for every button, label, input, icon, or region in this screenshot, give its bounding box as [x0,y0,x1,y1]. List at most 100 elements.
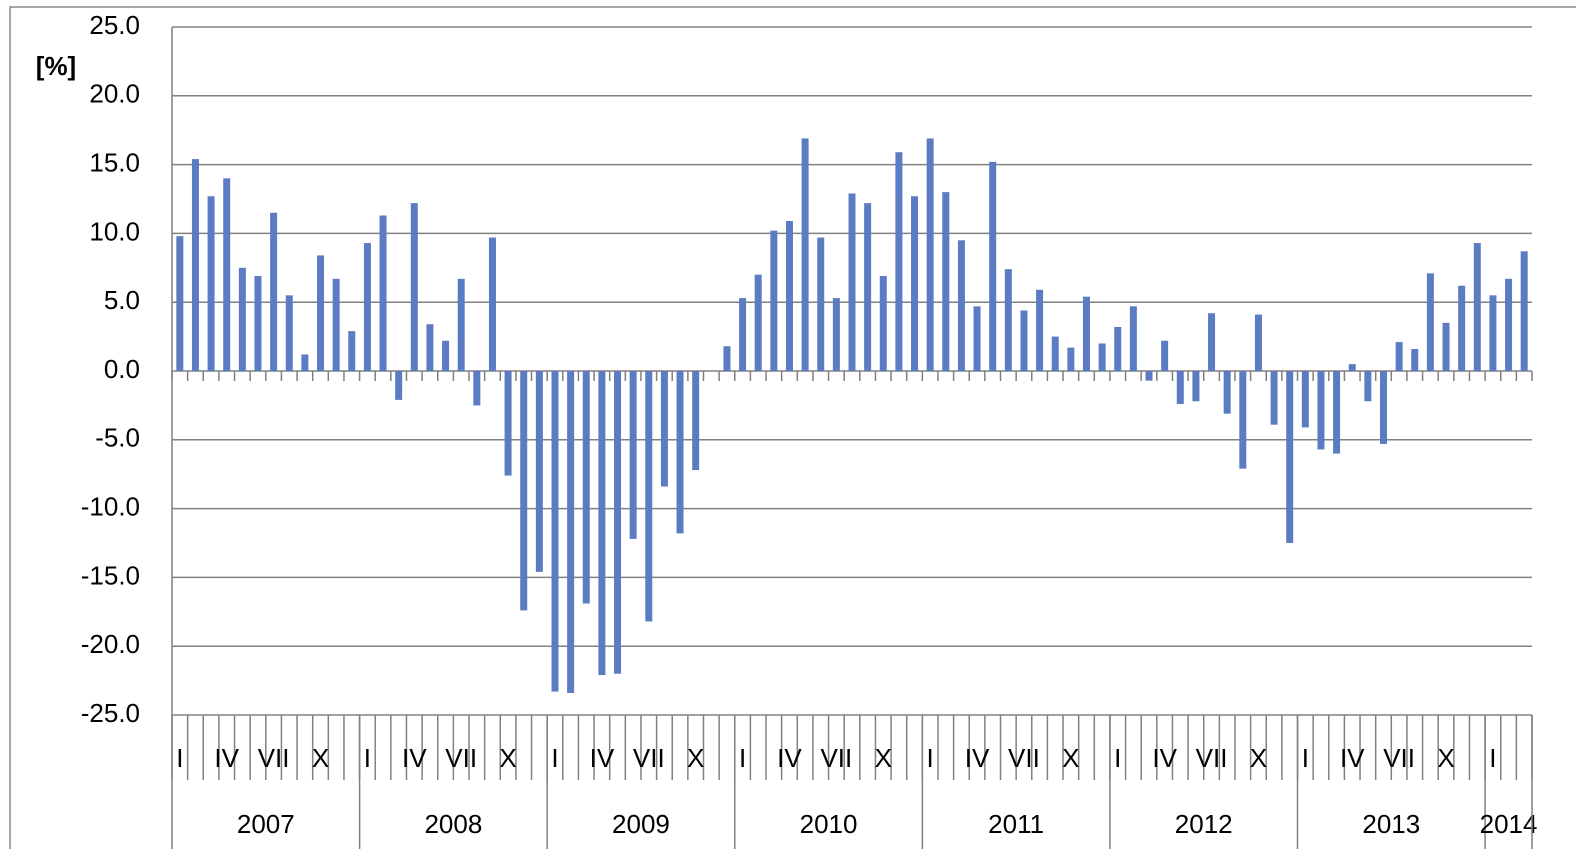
x-tick-label: X [1062,743,1079,773]
bar [770,230,778,371]
bar [567,371,575,693]
bar [801,138,809,371]
bar [551,371,559,692]
bar [785,221,793,371]
bar [926,138,934,371]
bar [1333,371,1341,454]
x-tick-label: VII [633,743,665,773]
bar [754,274,762,371]
y-tick-label: 10.0 [89,216,140,246]
bar [1395,342,1403,371]
x-tick-label: VII [1383,743,1415,773]
y-tick-label: -20.0 [81,629,140,659]
y-tick-label: -10.0 [81,491,140,521]
bar [645,371,653,622]
bar [1317,371,1325,450]
bar [895,152,903,371]
bar [332,278,340,371]
x-tick-label: I [364,743,371,773]
x-tick-label: X [312,743,329,773]
bar [1270,371,1278,425]
bar [1348,364,1356,371]
chart-frame [9,6,1576,849]
x-tick-label: IV [777,743,802,773]
x-tick-label: IV [965,743,990,773]
x-tick-label: I [1114,743,1121,773]
bar [864,203,872,371]
x-tick-label: X [1437,743,1454,773]
y-tick-label: -5.0 [95,423,140,453]
bar [1254,314,1262,371]
year-label: 2009 [612,809,670,839]
bar [348,331,356,371]
year-label: 2012 [1175,809,1233,839]
bar [363,243,371,371]
x-tick-label: X [687,743,704,773]
y-tick-label: 5.0 [104,285,140,315]
bar [1458,285,1466,371]
bar [223,178,231,371]
bar [473,371,481,406]
x-tick-label: I [551,743,558,773]
bar [535,371,543,572]
bar [1301,371,1309,428]
y-axis-label: [%] [36,51,76,81]
bar [1082,296,1090,371]
x-tick-label: VII [820,743,852,773]
x-tick-label: I [176,743,183,773]
x-tick-label: IV [402,743,427,773]
bar [254,276,262,371]
bar [1411,348,1419,371]
year-label: 2007 [237,809,295,839]
bar [395,371,403,400]
bar [1442,322,1450,371]
bar [1067,347,1075,371]
bar [1129,306,1137,371]
x-tick-label: I [1489,743,1496,773]
bar [989,161,997,371]
bar [692,371,700,471]
bar [832,298,840,371]
bar [410,203,418,371]
x-tick-label: X [875,743,892,773]
bar [1192,371,1200,402]
bar [1489,295,1497,371]
bar [1004,269,1012,371]
bar [504,371,512,476]
bar [957,240,965,371]
bar [379,215,387,371]
bar [1161,340,1169,371]
bar [488,237,496,371]
bar [457,278,465,371]
x-tick-label: I [927,743,934,773]
bar [1145,371,1153,381]
bar [1505,278,1513,371]
bar [176,236,184,371]
bar [848,193,856,371]
bar [614,371,622,674]
y-tick-label: 25.0 [89,10,140,40]
bar [301,354,309,371]
bar [973,306,981,371]
x-tick-label: VII [258,743,290,773]
bar [739,298,747,371]
year-label: 2008 [424,809,482,839]
bar [426,324,434,371]
bar [1020,310,1028,371]
x-tick-label: VII [445,743,477,773]
y-tick-label: 0.0 [104,354,140,384]
year-label: 2013 [1362,809,1420,839]
year-label: 2014 [1480,809,1538,839]
x-tick-label: X [1250,743,1267,773]
x-tick-label: IV [1340,743,1365,773]
y-tick-label: 15.0 [89,147,140,177]
bar [1286,371,1294,543]
bar [629,371,637,539]
bar [520,371,528,611]
bar [817,237,825,371]
x-tick-label: IV [214,743,239,773]
bar [207,196,215,371]
bar [942,192,950,371]
bar [1176,371,1184,405]
